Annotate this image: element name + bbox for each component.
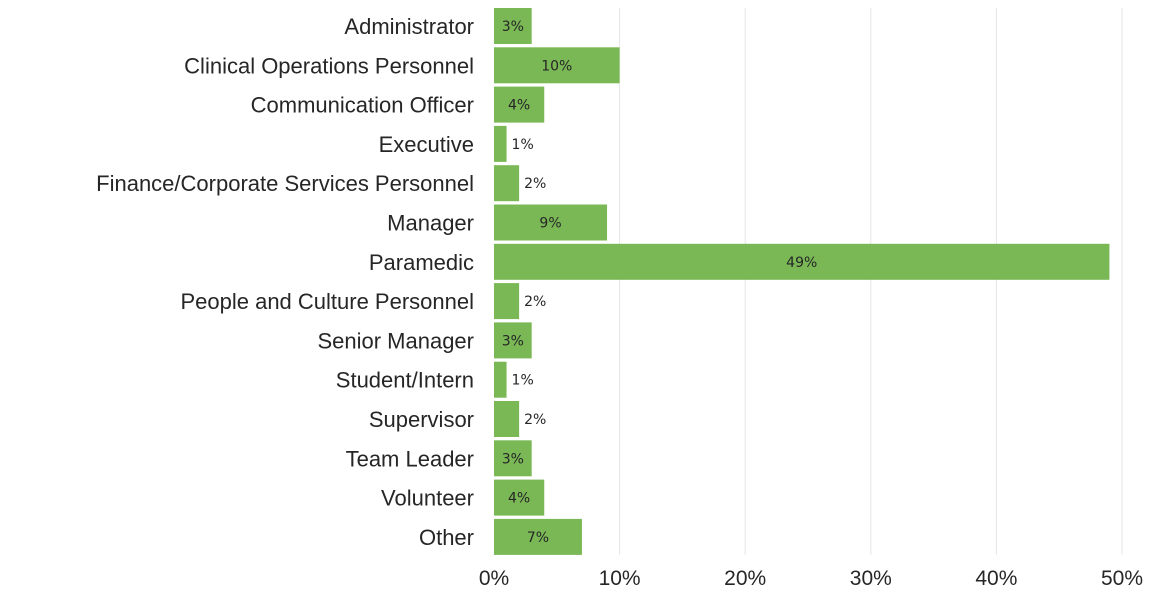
bar <box>494 243 1110 280</box>
value-labels: 3% 10% 4% 1% 2% 9% 49% 2% 3% 1% 2% 3% 4% 7% <box>502 19 818 546</box>
bar <box>494 401 520 437</box>
x-tick-label: 30% <box>850 567 892 590</box>
category-label: Manager <box>387 211 474 236</box>
category-label: Volunteer <box>381 486 474 511</box>
category-label: Administrator <box>344 14 474 39</box>
bar-value-label: 4% <box>508 98 530 114</box>
bar <box>494 322 532 359</box>
bar <box>494 283 520 320</box>
bar-value-label: 9% <box>539 216 561 232</box>
category-label: Finance/Corporate Services Personnel <box>96 171 474 196</box>
category-label: Clinical Operations Personnel <box>184 53 474 78</box>
bar <box>494 479 545 516</box>
x-tick-label: 10% <box>599 567 641 590</box>
bar <box>494 440 532 477</box>
bar <box>494 165 520 202</box>
x-axis-tick-labels: 0% 10% 20% 30% 40% 50% <box>479 567 1143 590</box>
bar-value-label: 3% <box>502 19 524 35</box>
bar-value-label: 4% <box>508 491 530 507</box>
bar <box>494 8 532 44</box>
x-tick-label: 50% <box>1101 567 1143 590</box>
grid-lines <box>619 8 1123 555</box>
bar-value-label: 2% <box>524 412 546 428</box>
bar <box>494 47 620 84</box>
x-tick-label: 0% <box>479 567 509 590</box>
category-label: Other <box>419 525 474 550</box>
bar-value-label: 7% <box>527 530 549 546</box>
category-labels: Administrator Clinical Operations Personn… <box>96 14 474 550</box>
bar-value-label: 2% <box>524 176 546 192</box>
x-tick-label: 20% <box>724 567 766 590</box>
bar-value-label: 1% <box>512 137 534 153</box>
bars <box>494 8 1110 555</box>
bar <box>494 86 545 123</box>
bar <box>494 361 507 398</box>
category-label: Executive <box>379 132 474 157</box>
category-label: Senior Manager <box>317 328 474 353</box>
bar-value-label: 1% <box>512 373 534 389</box>
bar-value-label: 10% <box>541 58 572 74</box>
bar <box>494 125 507 162</box>
bar-value-label: 3% <box>502 451 524 467</box>
category-label: Communication Officer <box>251 93 474 118</box>
category-label: Paramedic <box>369 250 474 275</box>
category-label: Supervisor <box>369 407 474 432</box>
bar-value-label: 2% <box>524 294 546 310</box>
category-label: Team Leader <box>346 446 474 471</box>
category-label: Student/Intern <box>336 368 474 393</box>
x-tick-label: 40% <box>975 567 1017 590</box>
bar <box>494 518 582 555</box>
category-label: People and Culture Personnel <box>180 289 474 314</box>
bar-value-label: 3% <box>502 333 524 349</box>
bar-value-label: 49% <box>786 255 817 271</box>
bar <box>494 204 608 241</box>
